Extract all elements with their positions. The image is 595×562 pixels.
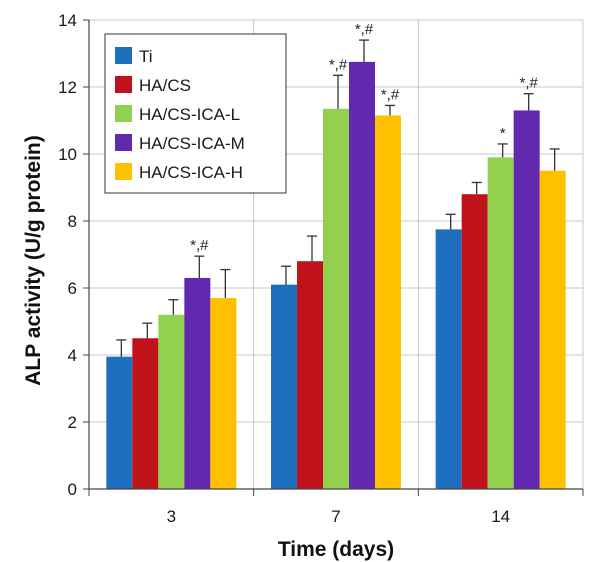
legend-box [104, 33, 287, 194]
bar-ha-cs-day-3 [132, 338, 159, 489]
legend-label: Ti [139, 47, 153, 66]
error-bars [116, 39, 560, 357]
legend-swatch [115, 105, 132, 122]
y-tick-label: 0 [68, 480, 77, 499]
tick-labels: 0 2 4 6 8 10 12 14 3 7 14 [58, 11, 510, 526]
bar-ti-day-7 [271, 284, 297, 489]
significance-mark: *,# [190, 237, 209, 254]
significance-marks: *,# *,# *,# *,# * *,# [190, 21, 538, 254]
y-axis-title: ALP activity (U/g protein) [22, 135, 45, 385]
legend-label: HA/CS-ICA-M [139, 134, 245, 153]
bar-ha-cs-ica-l-day-14 [487, 157, 514, 489]
legend-swatch [115, 47, 132, 64]
bar-ha-cs-ica-h-day-3 [210, 298, 237, 489]
y-tick-label: 2 [68, 413, 77, 432]
y-tick-label: 8 [68, 212, 77, 231]
significance-mark: *,# [329, 56, 348, 73]
x-tick-label: 14 [491, 507, 510, 526]
legend-label: HA/CS [139, 76, 191, 95]
significance-mark: * [500, 125, 506, 142]
bar-ha-cs-ica-m-day-3 [184, 277, 211, 489]
x-tick-label: 7 [331, 507, 340, 526]
bar-ha-cs-day-7 [297, 261, 323, 489]
significance-mark: *,# [381, 86, 400, 103]
y-tick-label: 10 [58, 145, 77, 164]
bar-ha-cs-ica-h-day-14 [539, 170, 566, 489]
legend-swatch [115, 76, 132, 93]
bar-ha-cs-ica-l-day-3 [158, 314, 185, 489]
bar-ha-cs-ica-h-day-7 [375, 115, 401, 489]
bar-ti-day-3 [106, 356, 133, 489]
x-tick-label: 3 [167, 507, 176, 526]
axes [83, 19, 584, 496]
legend-label: HA/CS-ICA-H [139, 163, 243, 182]
legend-swatch [115, 134, 132, 151]
legend: Ti HA/CS HA/CS-ICA-L HA/CS-ICA-M HA/CS-ICA-H [104, 33, 287, 194]
bar-ha-cs-ica-m-day-7 [349, 61, 375, 489]
legend-label: HA/CS-ICA-L [139, 105, 240, 124]
legend-swatch [115, 163, 132, 180]
bar-ti-day-14 [435, 229, 462, 489]
x-axis-title: Time (days) [278, 538, 394, 561]
y-tick-label: 6 [68, 279, 77, 298]
significance-mark: *,# [519, 75, 538, 92]
bar-ha-cs-ica-l-day-7 [323, 108, 349, 490]
bar-ha-cs-ica-m-day-14 [513, 110, 540, 489]
y-tick-label: 14 [58, 11, 77, 30]
bars [106, 61, 566, 490]
significance-mark: *,# [355, 21, 374, 38]
bar-ha-cs-day-14 [461, 194, 488, 489]
y-tick-label: 4 [68, 346, 77, 365]
y-tick-label: 12 [58, 78, 77, 97]
